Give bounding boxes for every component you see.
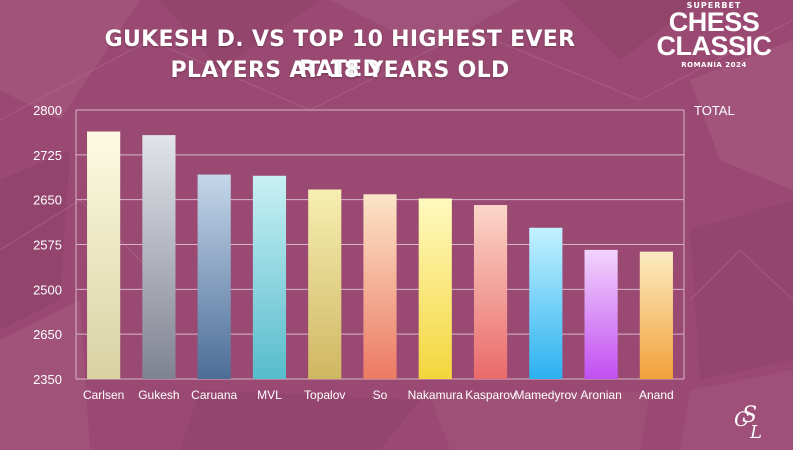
x-tick-label: Aronian — [580, 388, 621, 402]
svg-text:C: C — [734, 407, 749, 431]
chart-title-line-2: PLAYERS AT 18 YEARS OLD — [170, 58, 510, 83]
y-tick-label: 2500 — [33, 282, 62, 297]
x-tick-label: MVL — [257, 388, 282, 402]
x-tick-label: Gukesh — [138, 388, 179, 402]
x-tick-label: Topalov — [304, 388, 345, 402]
bar-kasparov — [473, 205, 508, 379]
csl-monogram-logo: C S L — [734, 403, 762, 442]
superbet-chess-classic-logo: SUPERBET CHESS CLASSIC ROMANIA 2024 — [649, 0, 779, 69]
y-tick-label: 2725 — [33, 148, 62, 163]
x-tick-label: So — [373, 388, 388, 402]
bar-nakamura — [418, 198, 452, 379]
bar-anand — [639, 251, 673, 379]
x-tick-label: Nakamura — [408, 388, 464, 402]
svg-text:S: S — [742, 403, 757, 428]
y-axis-ticks: 2350 2650 2500 2575 2650 2725 2800 — [33, 103, 62, 387]
y-tick-label: 2350 — [33, 372, 62, 387]
x-tick-label: Mamedyrov — [514, 388, 577, 402]
logo-sponsor: SUPERBET — [686, 1, 742, 10]
svg-text:L: L — [749, 422, 762, 442]
y-tick-label: 2650 — [33, 193, 62, 208]
x-tick-label: Caruana — [191, 388, 237, 402]
bar-caruana — [197, 174, 231, 379]
logo-line-2: CLASSIC — [656, 31, 772, 61]
chart-title-line-1: GUKESH D. VS TOP 10 HIGHEST EVER RATED — [104, 27, 576, 82]
logo-location: ROMANIA 2024 — [681, 61, 747, 69]
bar-carlsen — [87, 131, 121, 379]
x-axis-labels: Carlsen Gukesh Caruana MVL Topalov So Nakamura… — [83, 388, 674, 402]
bar-aronian — [584, 249, 618, 379]
x-tick-label: Anand — [639, 388, 674, 402]
series-label: TOTAL — [694, 103, 735, 118]
x-tick-label: Carlsen — [83, 388, 124, 402]
logo-line-1: CHESS — [668, 7, 760, 37]
y-tick-label: 2575 — [33, 238, 62, 253]
bar-gukesh — [142, 135, 176, 379]
y-tick-label: 2800 — [33, 103, 62, 118]
bar-mvl — [252, 175, 287, 379]
bar-mamedyrov — [529, 227, 563, 379]
bars — [87, 131, 673, 379]
bar-so — [363, 194, 397, 379]
y-tick-label: 2650 — [33, 327, 62, 342]
x-tick-label: Kasparov — [465, 388, 516, 402]
bar-topalov — [308, 189, 342, 379]
